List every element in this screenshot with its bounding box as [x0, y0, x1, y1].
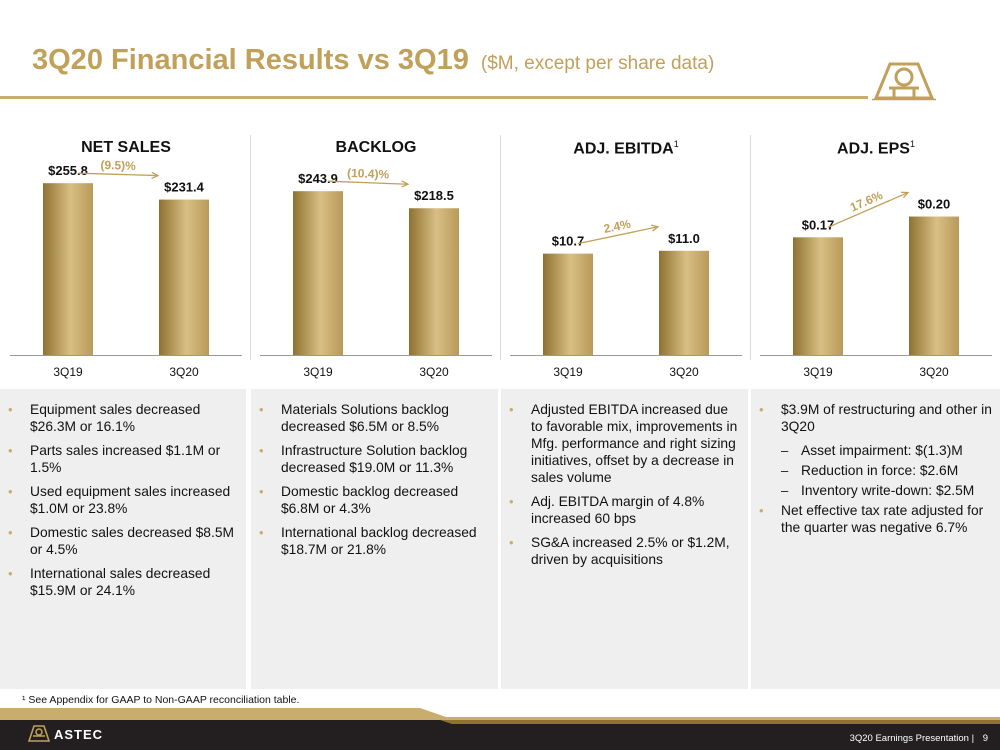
bullet-item: Adjusted EBITDA increased due to favorab… [509, 401, 740, 486]
bullet-item: Net effective tax rate adjusted for the … [759, 502, 992, 536]
panel-divider [750, 135, 751, 360]
change-arrowhead [151, 171, 160, 180]
adj-eps-title-wrap: ADJ. EPS1 [752, 139, 1000, 158]
category-label: 3Q19 [303, 365, 333, 379]
footer-brand: ASTEC [54, 727, 104, 742]
bullet-item: Domestic sales decreased $8.5M or 4.5% [8, 524, 238, 558]
eps-bullets: $3.9M of restructuring and other in 3Q20… [751, 389, 1000, 689]
backlog-chart: $243.9 3Q19 $218.5 3Q20 (10.4)% [260, 166, 492, 379]
page-number: 9 [982, 733, 988, 744]
change-arrowhead [651, 224, 660, 232]
bullet-item: Materials Solutions backlog decreased $6… [259, 401, 490, 435]
data-label: $255.8 [48, 163, 88, 178]
bar-3Q20 [409, 208, 459, 355]
adj-eps-footnote-mark: 1 [909, 139, 915, 149]
category-label: 3Q20 [669, 365, 699, 379]
data-label: $11.0 [668, 231, 700, 246]
page-subtitle: ($M, except per share data) [480, 53, 715, 74]
title-rule [0, 96, 868, 99]
data-label: $243.9 [298, 171, 338, 186]
bullet-item: Used equipment sales increased $1.0M or … [8, 483, 238, 517]
footer-logo-icon [28, 725, 50, 742]
data-label: $0.20 [918, 197, 951, 212]
footnote: ¹ See Appendix for GAAP to Non-GAAP reco… [22, 694, 300, 706]
footer-text: 3Q20 Earnings Presentation | 9 [850, 733, 988, 744]
bullet-item: Infrastructure Solution backlog decrease… [259, 442, 490, 476]
category-label: 3Q20 [419, 365, 449, 379]
sub-bullet-item: Inventory write-down: $2.5M [781, 482, 992, 499]
bar-3Q20 [159, 199, 209, 355]
net-sales-chart: $255.8 3Q19 $231.4 3Q20 (9.5)% [10, 158, 242, 379]
bullet-item: International sales decreased $15.9M or … [8, 565, 238, 599]
adj-ebitda-title-wrap: ADJ. EBITDA1 [502, 139, 750, 158]
bar-3Q19 [43, 183, 93, 355]
bar-3Q19 [293, 191, 343, 355]
bar-3Q19 [543, 253, 593, 355]
bar-3Q20 [909, 216, 959, 355]
sub-bullet-item: Asset impairment: $(1.3)M [781, 442, 992, 459]
adj-ebitda-chart: $10.7 3Q19 $11.0 3Q20 2.4% [510, 217, 742, 379]
category-label: 3Q19 [803, 365, 833, 379]
net-sales-title: NET SALES [81, 139, 171, 156]
category-label: 3Q19 [53, 365, 83, 379]
bar-3Q19 [793, 237, 843, 355]
data-label: $218.5 [414, 188, 454, 203]
category-label: 3Q20 [169, 365, 199, 379]
change-label: (10.4)% [347, 166, 390, 182]
page-title-main: 3Q20 Financial Results vs 3Q19 [32, 44, 469, 76]
net-sales-bullets: Equipment sales decreased $26.3M or 16.1… [0, 389, 246, 689]
bullet-item: $3.9M of restructuring and other in 3Q20 [759, 401, 992, 435]
change-arrow [77, 172, 159, 177]
change-arrow [827, 191, 909, 228]
adj-ebitda-title: ADJ. EBITDA [573, 140, 674, 158]
bullet-item: Equipment sales decreased $26.3M or 16.1… [8, 401, 238, 435]
change-arrow [577, 226, 659, 245]
bullet-item: Adj. EBITDA margin of 4.8% increased 60 … [509, 493, 740, 527]
bullet-item: Domestic backlog decreased $6.8M or 4.3% [259, 483, 490, 517]
sub-bullet-item: Reduction in force: $2.6M [781, 462, 992, 479]
change-label: 2.4% [602, 217, 632, 236]
footer-presentation: 3Q20 Earnings Presentation | [849, 733, 975, 744]
panel-divider [500, 135, 501, 360]
change-arrow [327, 180, 409, 185]
bullet-item: International backlog decreased $18.7M o… [259, 524, 490, 558]
data-label: $10.7 [552, 234, 585, 249]
adj-eps-title: ADJ. EPS [837, 140, 910, 158]
panel-divider [250, 135, 251, 360]
data-label: $0.17 [802, 217, 835, 232]
footer-band [0, 708, 1000, 750]
category-label: 3Q20 [919, 365, 949, 379]
ebitda-bullets: Adjusted EBITDA increased due to favorab… [501, 389, 748, 689]
bullet-item: SG&A increased 2.5% or $1.2M, driven by … [509, 534, 740, 568]
backlog-title: BACKLOG [335, 139, 417, 156]
page-title: 3Q20 Financial Results vs 3Q19 ($M, exce… [32, 44, 714, 77]
category-label: 3Q19 [553, 365, 583, 379]
change-arrowhead [900, 191, 910, 199]
backlog-bullets: Materials Solutions backlog decreased $6… [251, 389, 498, 689]
astec-logo-icon [872, 62, 936, 101]
bar-3Q20 [659, 250, 709, 355]
adj-ebitda-footnote-mark: 1 [673, 139, 679, 149]
data-label: $231.4 [164, 180, 205, 195]
change-label: (9.5)% [100, 158, 136, 173]
bullet-item: Parts sales increased $1.1M or 1.5% [8, 442, 238, 476]
change-arrowhead [401, 180, 410, 188]
